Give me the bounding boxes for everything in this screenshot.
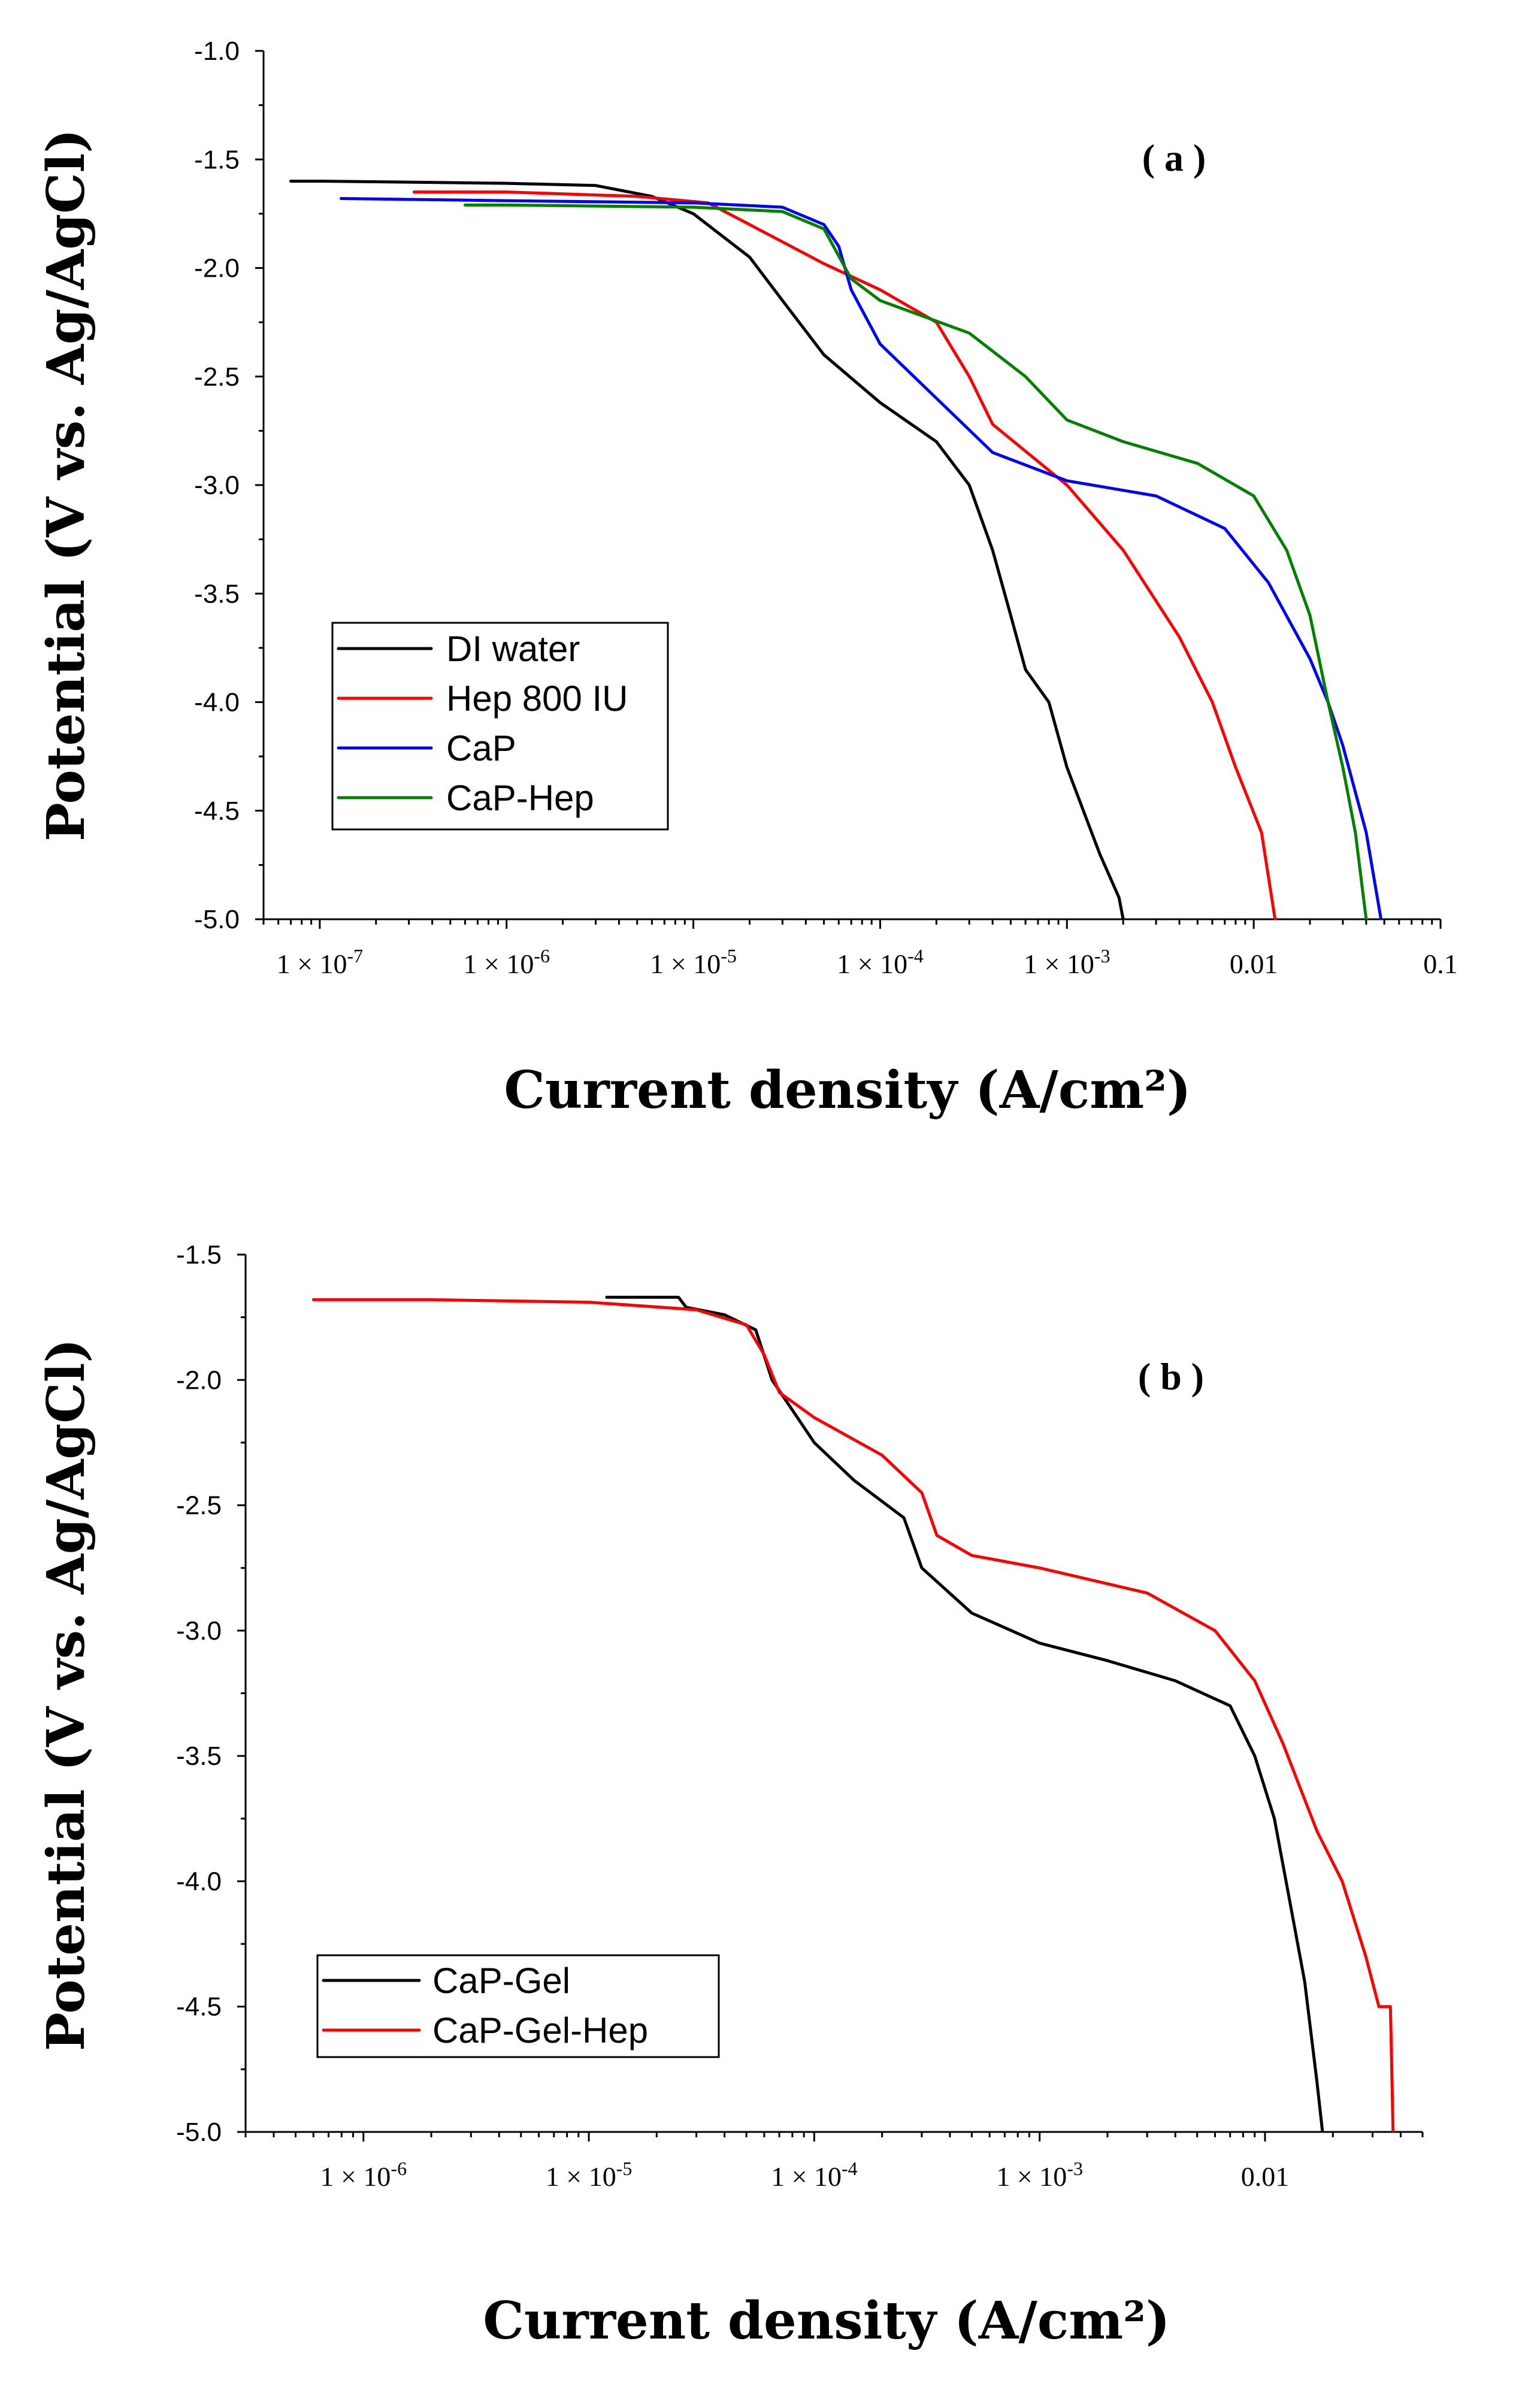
panel-a-label: ( a ) (1142, 137, 1206, 179)
legend-label-cap-gel: CaP-Gel (432, 1961, 570, 2001)
x-tick-label: 1 × 10-3 (1024, 945, 1110, 979)
y-tick-label: -2.0 (194, 254, 240, 283)
panel-b-label: ( b ) (1138, 1355, 1204, 1398)
panel-b-y-ticks: -1.5 -2.0 -2.5 -3.0 -3.5 -4.0 -4.5 -5.0 (176, 1240, 246, 2147)
y-tick-label: -4.0 (176, 1867, 222, 1896)
panel-a-x-axis-title: Current density (A/cm²) (504, 1060, 1191, 1120)
series-line-cap-hep (464, 203, 1368, 919)
x-tick-label: 0.01 (1230, 949, 1278, 979)
x-tick-label: 0.1 (1423, 949, 1458, 979)
y-tick-label: -4.5 (194, 796, 240, 826)
y-tick-label: -4.5 (176, 1992, 222, 2022)
panel-b-legend-box (316, 1954, 720, 2058)
panel-a: -1.0 -1.5 -2.0 -2.5 -3.0 -3.5 -4.0 -4.5 -5.0 1 ×… (36, 37, 1458, 1120)
y-tick-label: -1.5 (194, 145, 240, 174)
y-tick-label: -5.0 (194, 905, 240, 934)
y-tick-label: -2.5 (194, 362, 240, 392)
panel-b-series (311, 1295, 1395, 2132)
legend-label-cap-gel-hep: CaP-Gel-Hep (432, 2010, 648, 2050)
panel-a-x-ticks: 1 × 10-7 1 × 10-6 1 × 10-5 1 × 10-4 1 × 10-3… (262, 919, 1458, 979)
x-tick-label: 1 × 10-4 (837, 945, 924, 979)
legend-label-hep-800-iu: Hep 800 IU (446, 679, 628, 719)
panel-b-legend: CaP-Gel CaP-Gel-Hep (316, 1954, 720, 2058)
y-tick-label: -5.0 (176, 2118, 222, 2147)
legend-label-cap-hep: CaP-Hep (446, 778, 594, 818)
panel-b-x-axis-title: Current density (A/cm²) (483, 2291, 1170, 2351)
panel-a-y-ticks: -1.0 -1.5 -2.0 -2.5 -3.0 -3.5 -4.0 -4.5 -5.0 (194, 37, 264, 934)
y-tick-label: -3.5 (194, 579, 240, 608)
x-tick-label: 1 × 10-5 (546, 2158, 633, 2192)
panel-b-x-ticks: 1 × 10-6 1 × 10-5 1 × 10-4 1 × 10-3 0.01 (244, 2132, 1424, 2192)
panel-b-y-axis-title: Potential (V vs. Ag/AgCl) (36, 1338, 96, 2051)
y-tick-label: -1.0 (194, 37, 240, 66)
y-tick-label: -4.0 (194, 688, 240, 717)
x-tick-label: 1 × 10-7 (277, 945, 364, 979)
panel-a-y-axis-title: Potential (V vs. Ag/AgCl) (36, 129, 96, 841)
x-tick-label: 1 × 10-4 (771, 2158, 858, 2192)
series-line-hep-800-iu (412, 190, 1277, 919)
x-tick-label: 1 × 10-5 (650, 945, 737, 979)
panel-a-series (289, 180, 1383, 919)
panel-b: -1.5 -2.0 -2.5 -3.0 -3.5 -4.0 -4.5 -5.0 1 × 10-… (36, 1240, 1424, 2351)
y-tick-label: -2.0 (176, 1365, 222, 1395)
legend-label-di-water: DI water (446, 629, 580, 669)
legend-label-cap: CaP (446, 728, 516, 768)
y-tick-label: -3.5 (176, 1741, 222, 1771)
x-tick-label: 1 × 10-3 (996, 2158, 1083, 2192)
series-line-di-water (289, 180, 1125, 919)
y-tick-label: -1.5 (176, 1240, 222, 1270)
panel-a-legend-box (331, 622, 669, 831)
panel-a-legend: DI water Hep 800 IU CaP CaP-Hep (331, 622, 669, 831)
x-tick-label: 0.01 (1241, 2161, 1290, 2192)
y-tick-label: -2.5 (176, 1491, 222, 1520)
y-tick-label: -3.0 (194, 471, 240, 500)
x-tick-label: 1 × 10-6 (463, 945, 550, 979)
series-line-cap-gel-hep (311, 1298, 1395, 2132)
x-tick-label: 1 × 10-6 (320, 2158, 407, 2192)
y-tick-label: -3.0 (176, 1616, 222, 1646)
